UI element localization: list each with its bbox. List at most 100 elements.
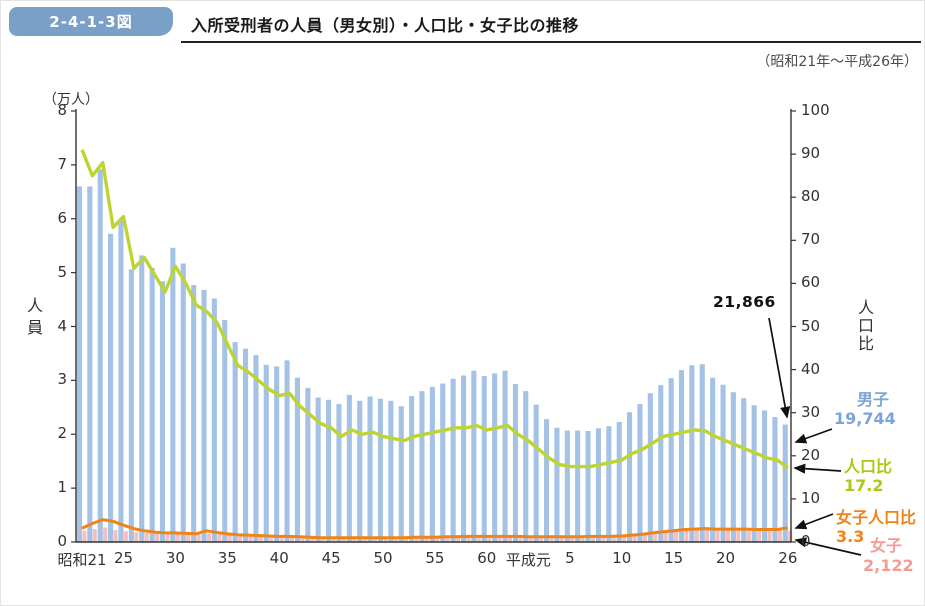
- male-bar: [658, 385, 664, 542]
- right-axis-tick-label: 100: [801, 101, 830, 119]
- x-axis-tick-label: 30: [165, 549, 185, 567]
- left-axis-tick-label: 8: [57, 101, 67, 119]
- male-bar: [398, 406, 404, 542]
- female-bar: [217, 534, 222, 542]
- male-value-arrow: [794, 428, 833, 444]
- male-bar: [450, 378, 456, 542]
- female-bar: [466, 536, 471, 542]
- x-axis-tick-label: 60: [477, 549, 497, 567]
- female-bar: [175, 533, 180, 542]
- x-axis-tick-label: 25: [113, 549, 134, 567]
- female-bar: [736, 529, 741, 542]
- male-bar: [512, 384, 518, 542]
- legend-female-value: 2,122: [863, 556, 914, 575]
- left-axis-tick-label: 3: [57, 370, 67, 389]
- female-bar: [632, 535, 637, 542]
- female-bar: [445, 537, 450, 542]
- left-axis-tick-label: 0: [57, 532, 67, 550]
- female-bar: [186, 533, 191, 542]
- x-axis-tick-label: 20: [716, 549, 736, 567]
- female-bar: [341, 538, 346, 542]
- male-bar: [575, 430, 581, 542]
- male-bar: [284, 360, 290, 542]
- male-bar: [409, 396, 415, 542]
- x-axis-tick-label: 26: [778, 549, 798, 567]
- male-bar: [502, 370, 508, 542]
- female-bar: [518, 536, 523, 542]
- male-bar: [429, 386, 435, 542]
- male-bar: [554, 427, 560, 542]
- left-axis-tick-label: 2: [57, 424, 67, 443]
- male-bar: [97, 169, 103, 542]
- male-bar: [461, 375, 467, 542]
- female-bar: [684, 530, 689, 542]
- female-bar: [777, 530, 782, 542]
- female-bar: [279, 537, 284, 542]
- left-axis-unit-label: （万人）: [43, 92, 99, 108]
- female-bar: [165, 533, 170, 542]
- female-bar: [549, 537, 554, 542]
- female-bar: [123, 531, 128, 542]
- female-bar: [580, 537, 585, 542]
- male-bar: [76, 186, 82, 542]
- left-axis-tick-label: 1: [57, 478, 67, 497]
- male-bar: [492, 373, 498, 542]
- male-bar: [471, 370, 477, 542]
- female-bar: [227, 535, 232, 542]
- female-bar: [642, 534, 647, 542]
- female-bar: [487, 536, 492, 542]
- female-ratio-line: [81, 518, 789, 540]
- female-bar: [269, 537, 274, 542]
- male-bar: [523, 391, 529, 542]
- male-bar: [159, 281, 165, 542]
- right-axis-tick-label: 50: [801, 316, 821, 335]
- female-bar: [196, 534, 201, 542]
- female-bar: [528, 537, 533, 542]
- male-bar: [388, 400, 394, 542]
- right-axis-tick-label: 70: [801, 230, 821, 249]
- male-bar: [315, 397, 321, 542]
- female-bar: [767, 530, 772, 542]
- female-bar: [476, 536, 481, 542]
- female-bar: [238, 536, 243, 542]
- male-bar: [253, 355, 259, 542]
- female-bar: [300, 537, 305, 542]
- total-annotation-arrow: [768, 317, 791, 419]
- right-axis-tick-label: 40: [801, 359, 821, 378]
- male-bar: [211, 298, 217, 542]
- female-bar: [331, 538, 336, 542]
- male-bar: [326, 399, 332, 542]
- x-axis-tick-label: 平成元: [505, 551, 551, 569]
- annotation-arrows: [768, 317, 862, 556]
- male-bar: [118, 220, 124, 542]
- male-bar: [782, 424, 788, 542]
- female-bar: [508, 536, 512, 542]
- female-bar: [362, 538, 367, 542]
- legend-popratio-value: 17.2: [844, 476, 884, 495]
- female-bar: [424, 537, 429, 542]
- female-popratio-arrow: [794, 513, 834, 530]
- male-bar: [751, 405, 757, 542]
- female-bar: [601, 536, 606, 542]
- female-bar: [663, 532, 668, 542]
- male-bar: [377, 398, 383, 542]
- male-bar: [263, 364, 269, 542]
- female-bar: [456, 537, 461, 542]
- x-axis-tick-label: 45: [321, 549, 341, 567]
- female-bar: [82, 530, 87, 542]
- male-bar: [274, 366, 280, 542]
- left-axis-tick-label: 6: [57, 208, 67, 227]
- left-axis-title: 人員: [24, 297, 43, 341]
- male-bar: [647, 393, 653, 542]
- female-value-arrow: [794, 537, 862, 556]
- male-bar: [668, 378, 674, 542]
- left-axis-tick-label: 7: [57, 154, 67, 173]
- male-bar: [191, 285, 197, 542]
- legend-female-label: 女子: [870, 536, 903, 555]
- male-bar: [232, 342, 238, 542]
- female-bar: [435, 537, 440, 542]
- right-axis-tick-label: 10: [801, 488, 821, 507]
- male-bar: [346, 394, 352, 542]
- male-bar: [357, 400, 363, 542]
